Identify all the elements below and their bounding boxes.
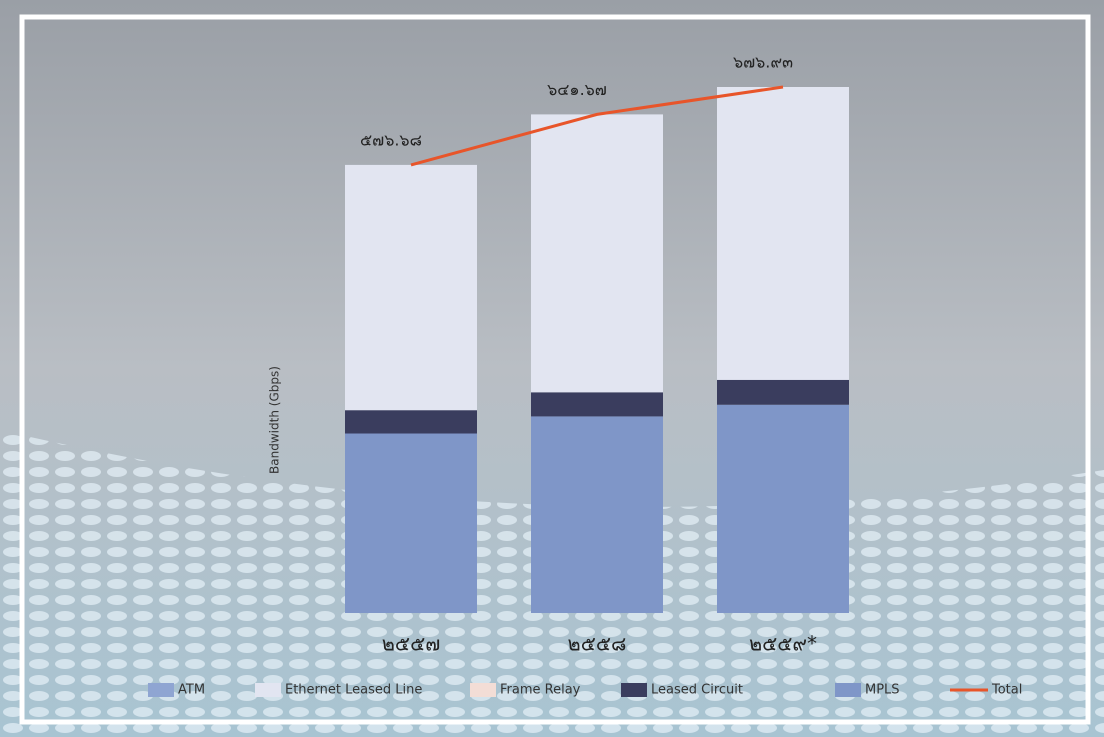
legend-swatch — [148, 683, 174, 697]
legend-swatch — [835, 683, 861, 697]
legend-swatch — [621, 683, 647, 697]
frame — [19, 14, 1091, 725]
data-label: ๖๗๖.๙๓ — [733, 53, 793, 72]
x-tick-label: ๒๕๕๗ — [382, 632, 441, 656]
total-line — [410, 85, 784, 167]
data-label: ๖๔๑.๖๗ — [547, 80, 607, 99]
bar-segment — [717, 87, 849, 380]
legend-swatch — [470, 683, 496, 697]
y-axis-label: Bandwidth (Gbps) — [268, 366, 282, 474]
bar-segment — [717, 379, 849, 405]
legend-label: MPLS — [865, 683, 900, 698]
legend-label: Leased Circuit — [651, 683, 743, 698]
data-label: ๕๗๖.๖๘ — [360, 130, 422, 149]
bar-segment — [345, 433, 477, 613]
bar-segment — [345, 410, 477, 434]
legend-label: Ethernet Leased Line — [285, 683, 422, 698]
x-tick-label: ๒๕๕๘ — [568, 632, 627, 656]
bar-segment — [345, 164, 477, 411]
bar-segment — [531, 392, 663, 417]
bar-segment — [531, 416, 663, 613]
bar-segment — [531, 114, 663, 393]
x-tick-label: ๒๕๕๙* — [749, 632, 817, 656]
legend-label: Frame Relay — [500, 683, 581, 698]
bar-segment — [717, 404, 849, 613]
legend-label: Total — [991, 683, 1022, 698]
legend-label: ATM — [178, 683, 205, 698]
legend-swatch — [255, 683, 281, 697]
